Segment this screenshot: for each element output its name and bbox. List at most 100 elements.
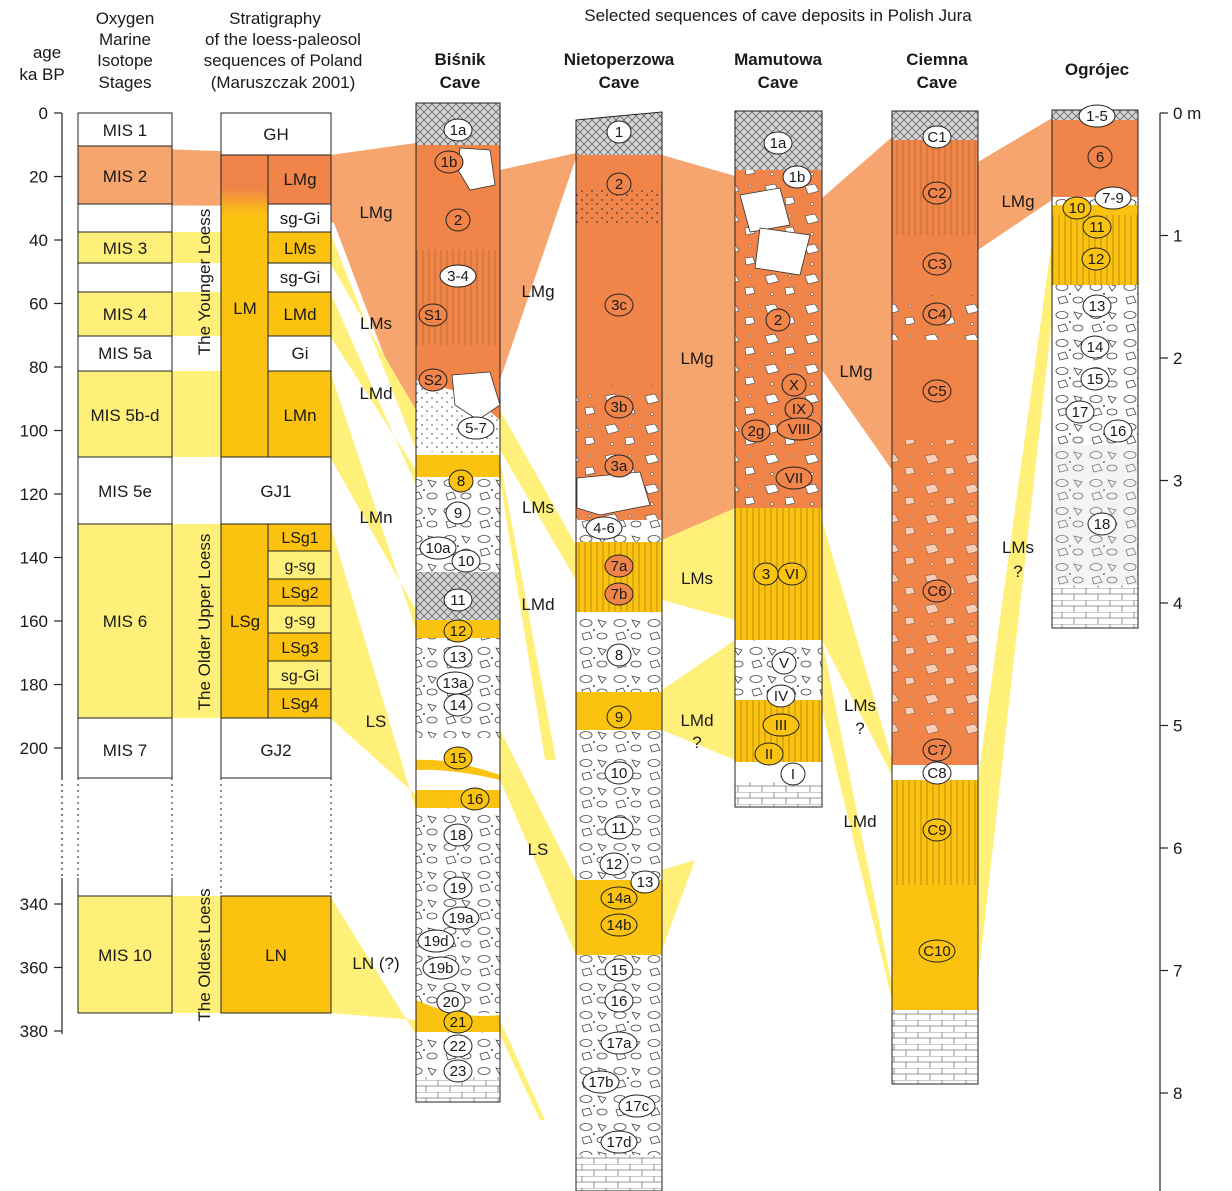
- strat-lsg4: LSg4: [281, 696, 318, 713]
- band-lmd-left: [330, 292, 416, 485]
- cave-nietoperzowa-1: Nietoperzowa: [564, 50, 675, 69]
- layer-label: 10: [458, 553, 475, 570]
- layer-bubble: [1081, 247, 1111, 271]
- layer-bubble: [918, 939, 956, 963]
- band-lmg-ciem-ogr: [978, 118, 1052, 250]
- layer-bubble: [419, 536, 457, 560]
- layer-bubble: [922, 579, 952, 603]
- depth-tick-label: 4: [1173, 594, 1182, 613]
- age-tick-label: 200: [20, 739, 48, 758]
- layer-bubble: [417, 929, 455, 953]
- layer-label: 15: [611, 962, 628, 979]
- layer-bubble: [922, 125, 952, 149]
- strat-sg-gi-2: sg-Gi: [280, 268, 321, 287]
- age-tick-label: 120: [20, 485, 48, 504]
- depth-tick-label: 2: [1173, 349, 1182, 368]
- strat-header-2: of the loess-paleosol: [205, 30, 361, 49]
- layer-bubble: [604, 816, 634, 840]
- strat-header-3: sequences of Poland: [204, 51, 363, 70]
- layer-label: 6: [1096, 149, 1104, 166]
- layer-bubble: [443, 588, 473, 612]
- layer-label: C7: [927, 742, 946, 759]
- layer-label: 17: [1072, 404, 1089, 421]
- band-lms-nm: [662, 508, 735, 620]
- layer-bubble: [600, 913, 638, 937]
- layer-label: 19d: [423, 933, 448, 950]
- layer-bubble: [422, 956, 460, 980]
- depth-tick-label: 0 m: [1173, 104, 1201, 123]
- layer-label: 19: [450, 880, 467, 897]
- layer-label: 4-6: [593, 520, 615, 537]
- layer-label: 21: [450, 1014, 467, 1031]
- corr-lmd-4: LMd: [843, 812, 876, 831]
- strat-header-1: Stratigraphy: [229, 9, 321, 28]
- mis-header-3: Isotope: [97, 51, 153, 70]
- layer-label: C5: [927, 383, 946, 400]
- band-lms-bn: [500, 410, 576, 580]
- correlation-labels: LMg LMs LMd LMn LS LN (?) LMg LMs LMd LS…: [352, 192, 1034, 973]
- cave-mamutowa-2: Cave: [758, 73, 799, 92]
- depth-tick-label: 1: [1173, 227, 1182, 246]
- corr-lmg-4: LMg: [839, 362, 872, 381]
- strat-sg-gi-1: sg-Gi: [280, 209, 321, 228]
- layer-bubble: [630, 870, 660, 894]
- layer-bubble: [604, 293, 634, 317]
- layer-label: 12: [606, 856, 623, 873]
- layer-bubble: [775, 466, 813, 490]
- layer-label: 13: [450, 649, 467, 666]
- band-lmg-bisnik-niet: [500, 153, 576, 380]
- layer-label: 3: [762, 566, 770, 583]
- strat-lmg: LMg: [283, 170, 316, 189]
- layer-label: 10a: [425, 540, 451, 557]
- layer-bubble: [1087, 512, 1117, 536]
- layer-bubble: [443, 746, 473, 770]
- layer-bubble: [776, 417, 822, 441]
- layer-label: VII: [785, 470, 803, 487]
- layer-bubble: [443, 693, 473, 717]
- layer-label: 8: [457, 473, 465, 490]
- layer-bubble: [1062, 196, 1092, 220]
- band-ln-bn: [500, 1020, 545, 1120]
- corr-q-4: ?: [855, 719, 864, 738]
- band-lmg-mam-ciem: [822, 137, 892, 470]
- layer-label: I: [791, 766, 795, 783]
- younger-loess: The Younger Loess: [195, 209, 214, 356]
- layer-label: 23: [450, 1063, 467, 1080]
- column-nietoperzowa: 123c3b3a4-67a7b891011121314a14b151617a17…: [575, 111, 663, 1191]
- layer-bubble: [922, 252, 952, 276]
- band-lmd-bn: [500, 460, 556, 760]
- layer-bubble: [782, 165, 812, 189]
- layer-bubble: [1082, 215, 1112, 239]
- layer-label: S2: [424, 372, 442, 389]
- strat-column: GH LMg sg-Gi LM LMs sg-Gi LMd Gi LMn GJ1…: [220, 112, 332, 1014]
- strat-gj2: GJ2: [260, 741, 291, 760]
- corr-lms-2: LMs: [522, 498, 554, 517]
- mis-column: MIS 1 MIS 2 MIS 3 MIS 4 MIS 5a MIS 5b-d …: [77, 112, 173, 1014]
- corr-q-3: ?: [692, 733, 701, 752]
- layer-label: 7-9: [1102, 190, 1124, 207]
- strat-header-4: (Maruszczak 2001): [211, 73, 356, 92]
- layer-bubble: [1087, 145, 1113, 169]
- mis-header-1: Oxygen: [96, 9, 155, 28]
- layer-label: IX: [792, 401, 806, 418]
- mis-1: MIS 1: [103, 121, 147, 140]
- layer-bubble: [754, 742, 784, 766]
- layer-label: 1a: [450, 122, 467, 139]
- layer-label: 14: [1087, 339, 1104, 356]
- depth-tick-label: 5: [1173, 717, 1182, 736]
- strat-ln: LN: [265, 946, 287, 965]
- layer-bubble: [922, 379, 952, 403]
- layer-label: 15: [450, 750, 467, 767]
- layer-bubble: [451, 549, 481, 573]
- layer-bubble: [762, 713, 800, 737]
- layer-label: 14a: [606, 890, 632, 907]
- cave-ogrojec-1: Ogrójec: [1065, 60, 1129, 79]
- layer-bubble: [604, 582, 634, 606]
- mis-4: MIS 4: [103, 305, 147, 324]
- layer-label: 10: [611, 765, 628, 782]
- strat-gj1: GJ1: [260, 482, 291, 501]
- layer-bubble: [1080, 335, 1110, 359]
- layer-bubble: [780, 762, 806, 786]
- layer-label: 20: [443, 994, 460, 1011]
- layer-label: C8: [927, 765, 946, 782]
